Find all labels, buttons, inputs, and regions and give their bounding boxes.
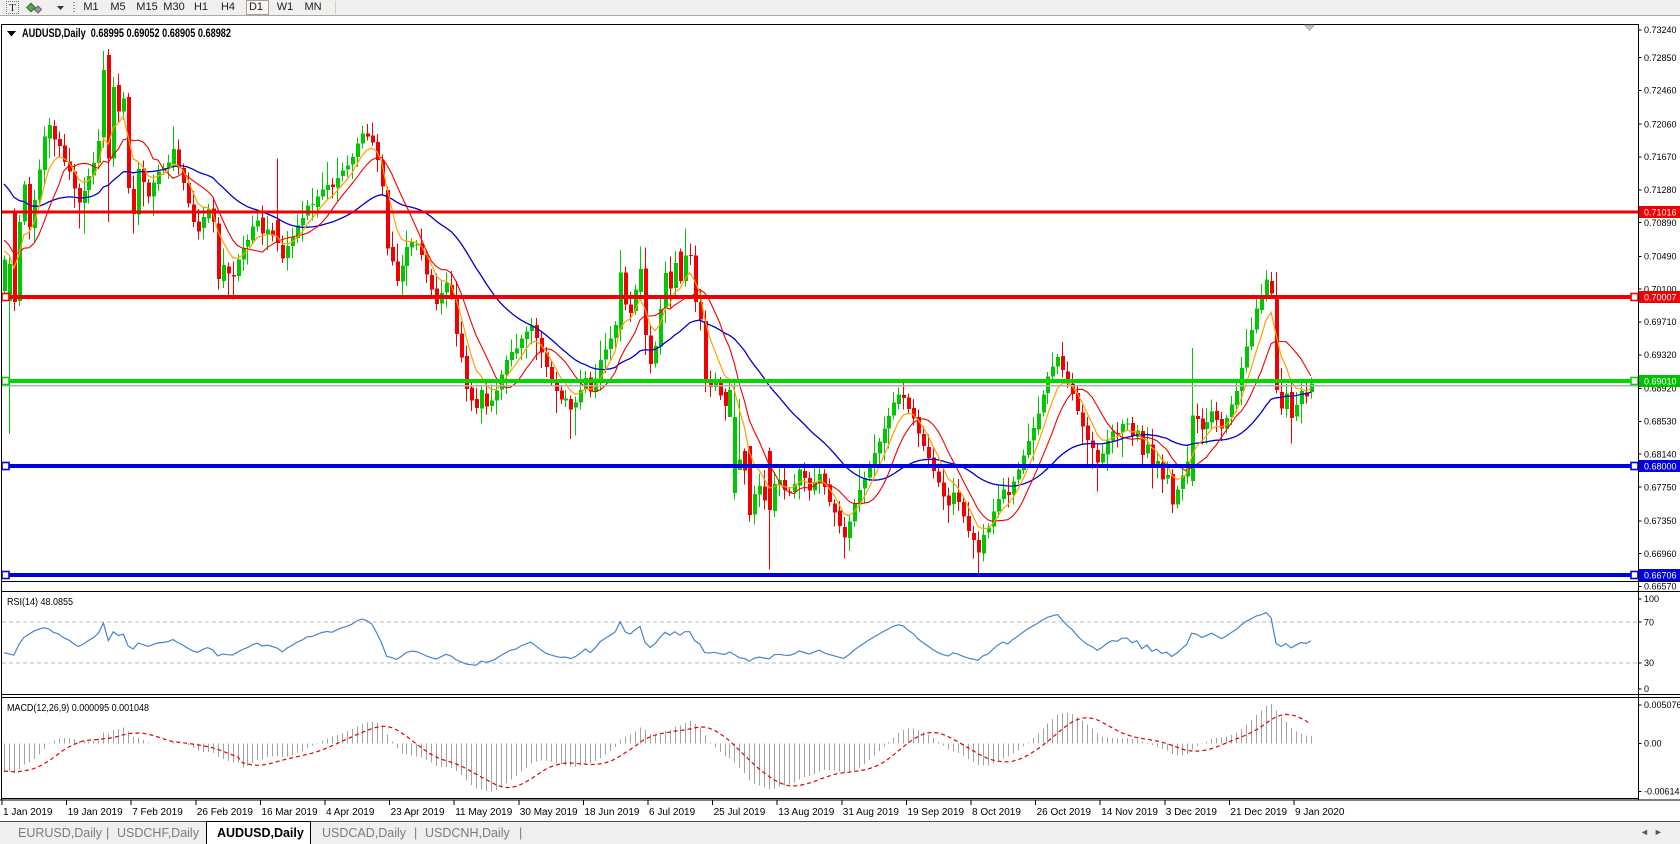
svg-text:26 Oct 2019: 26 Oct 2019 <box>1037 807 1092 818</box>
svg-text:14 Nov 2019: 14 Nov 2019 <box>1101 807 1158 818</box>
svg-text:0.69320: 0.69320 <box>1644 350 1677 360</box>
svg-text:0: 0 <box>1644 684 1649 694</box>
svg-text:0.72460: 0.72460 <box>1644 86 1677 96</box>
svg-text:0.00: 0.00 <box>1644 739 1662 749</box>
svg-text:MACD(12,26,9) 0.000095 0.00104: MACD(12,26,9) 0.000095 0.001048 <box>7 703 149 714</box>
svg-text:0.67350: 0.67350 <box>1644 516 1677 526</box>
svg-text:0.69010: 0.69010 <box>1644 376 1677 386</box>
svg-text:0.0050765: 0.0050765 <box>1644 700 1680 710</box>
svg-text:26 Feb 2019: 26 Feb 2019 <box>197 807 254 818</box>
svg-text:11 May 2019: 11 May 2019 <box>455 807 513 818</box>
svg-text:0.73240: 0.73240 <box>1644 25 1677 35</box>
svg-text:AUDUSD,Daily 0.68995 0.69052: AUDUSD,Daily 0.68995 0.69052 0.68905 0.6… <box>22 28 231 40</box>
svg-text:0.70007: 0.70007 <box>1644 292 1677 302</box>
svg-text:0.72850: 0.72850 <box>1644 53 1677 63</box>
svg-text:6 Jul 2019: 6 Jul 2019 <box>649 807 696 818</box>
svg-text:0.67750: 0.67750 <box>1644 482 1677 492</box>
svg-text:70: 70 <box>1644 617 1654 627</box>
svg-text:RSI(14) 48.0855: RSI(14) 48.0855 <box>7 597 73 608</box>
svg-text:0.66570: 0.66570 <box>1644 582 1677 592</box>
svg-text:8 Oct 2019: 8 Oct 2019 <box>972 807 1021 818</box>
svg-text:16 Mar 2019: 16 Mar 2019 <box>261 807 318 818</box>
svg-text:19 Jan 2019: 19 Jan 2019 <box>68 807 123 818</box>
svg-text:0.71280: 0.71280 <box>1644 185 1677 195</box>
svg-text:25 Jul 2019: 25 Jul 2019 <box>714 807 766 818</box>
svg-text:0.66706: 0.66706 <box>1644 570 1677 580</box>
svg-text:0.66960: 0.66960 <box>1644 549 1677 559</box>
svg-text:1 Jan 2019: 1 Jan 2019 <box>3 807 53 818</box>
svg-text:100: 100 <box>1644 594 1659 604</box>
svg-text:9 Jan 2020: 9 Jan 2020 <box>1295 807 1345 818</box>
svg-text:0.68140: 0.68140 <box>1644 449 1677 459</box>
svg-text:0.70490: 0.70490 <box>1644 252 1677 262</box>
svg-text:19 Sep 2019: 19 Sep 2019 <box>907 807 964 818</box>
svg-text:-0.0061485: -0.0061485 <box>1644 787 1680 797</box>
svg-text:3 Dec 2019: 3 Dec 2019 <box>1166 807 1218 818</box>
svg-text:4 Apr 2019: 4 Apr 2019 <box>326 807 375 818</box>
svg-text:18 Jun 2019: 18 Jun 2019 <box>584 807 639 818</box>
svg-text:0.72060: 0.72060 <box>1644 119 1677 129</box>
svg-text:21 Dec 2019: 21 Dec 2019 <box>1230 807 1287 818</box>
svg-text:31 Aug 2019: 31 Aug 2019 <box>843 807 900 818</box>
svg-text:0.71016: 0.71016 <box>1644 207 1677 217</box>
svg-text:0.70890: 0.70890 <box>1644 218 1677 228</box>
svg-text:0.71670: 0.71670 <box>1644 152 1677 162</box>
svg-text:30: 30 <box>1644 658 1654 668</box>
svg-text:0.69710: 0.69710 <box>1644 317 1677 327</box>
svg-text:7 Feb 2019: 7 Feb 2019 <box>132 807 183 818</box>
svg-text:23 Apr 2019: 23 Apr 2019 <box>391 807 445 818</box>
svg-text:0.70100: 0.70100 <box>1644 284 1677 294</box>
svg-text:13 Aug 2019: 13 Aug 2019 <box>778 807 835 818</box>
svg-text:0.68000: 0.68000 <box>1644 461 1677 471</box>
svg-text:30 May 2019: 30 May 2019 <box>520 807 578 818</box>
svg-text:0.68920: 0.68920 <box>1644 384 1677 394</box>
svg-text:0.68530: 0.68530 <box>1644 417 1677 427</box>
